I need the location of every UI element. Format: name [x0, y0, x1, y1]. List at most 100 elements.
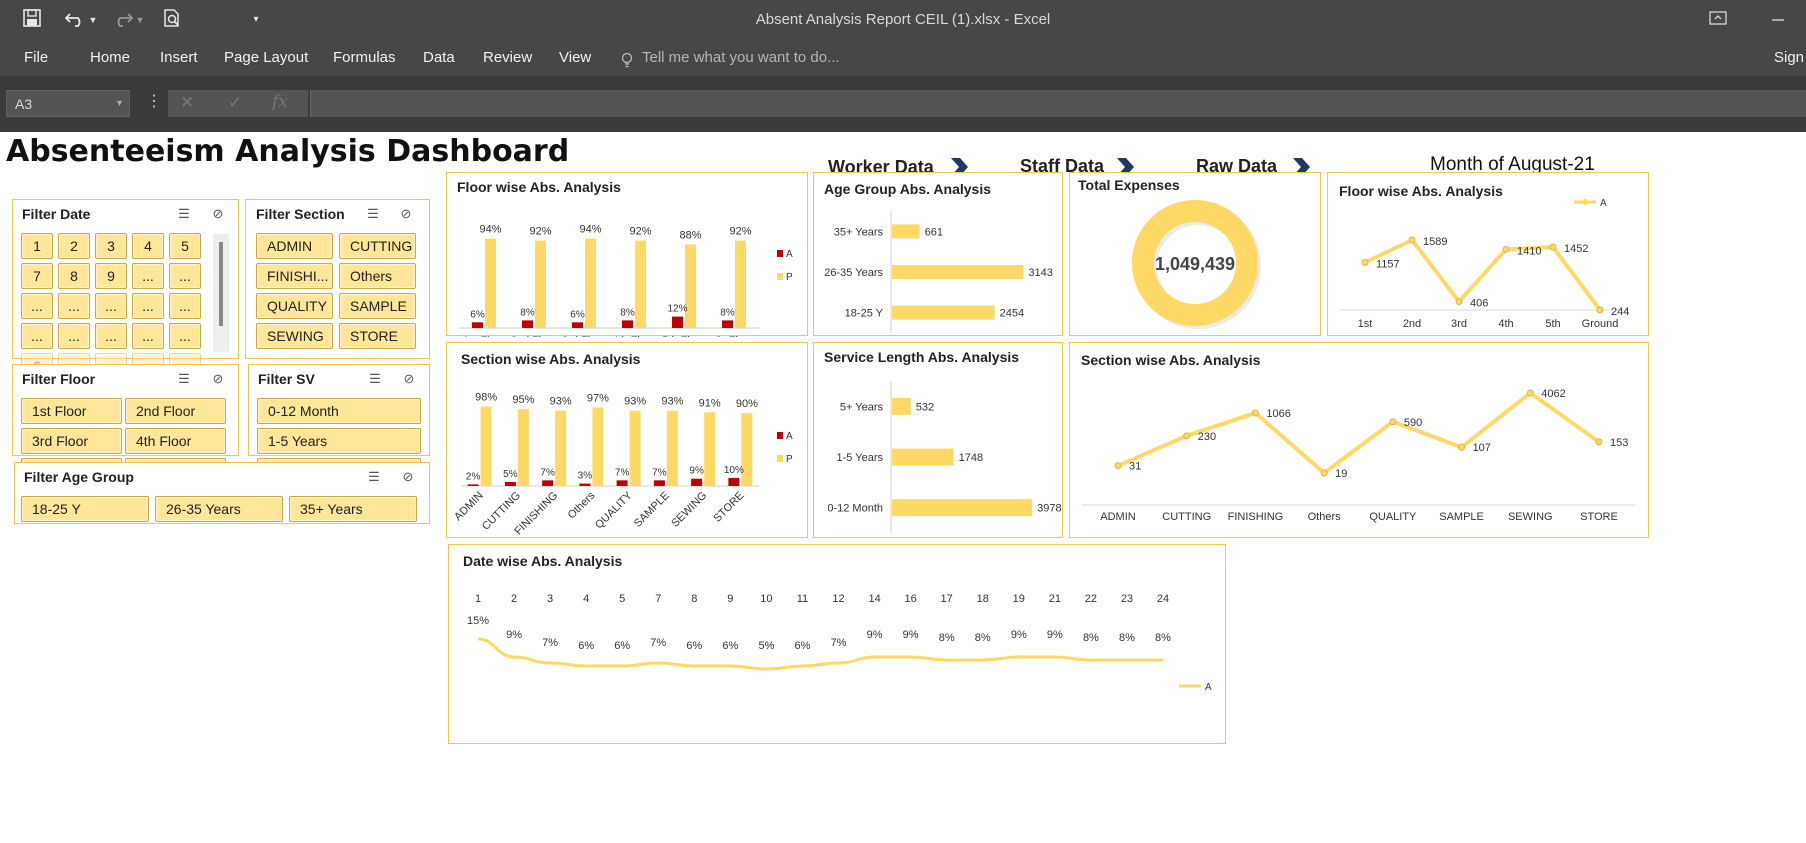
clear-filter-icon[interactable]: ⊘	[212, 371, 224, 386]
floor-chip[interactable]: 3rd Floor	[21, 428, 122, 454]
section-chip[interactable]: FINISHI...	[256, 263, 333, 289]
raw-data-arrow-icon[interactable]	[1290, 156, 1312, 178]
floor-chip[interactable]: 4th Floor	[125, 428, 226, 454]
date-chip[interactable]: ...	[95, 293, 127, 319]
undo-icon[interactable]	[64, 8, 88, 32]
name-box[interactable]: A3 ▼	[6, 90, 130, 117]
enter-icon[interactable]: ✓	[228, 93, 243, 112]
date-chip[interactable]: ...	[169, 293, 201, 319]
section-chip[interactable]: SEWING	[256, 323, 333, 349]
floor-chip[interactable]: 1st Floor	[21, 398, 122, 424]
redo-icon[interactable]	[110, 8, 134, 32]
ribbon-display-icon[interactable]	[1706, 8, 1730, 32]
multi-select-icon[interactable]: ☰	[178, 371, 190, 386]
section-chip[interactable]: Others	[339, 263, 416, 289]
bar-p	[629, 410, 641, 486]
section-chip[interactable]: SAMPLE	[339, 293, 416, 319]
date-chip[interactable]: ...	[132, 293, 164, 319]
category-label: 26-35 Years	[824, 267, 883, 279]
section-chip[interactable]: QUALITY	[256, 293, 333, 319]
scrollbar-thumb[interactable]	[219, 242, 223, 326]
multi-select-icon[interactable]: ☰	[367, 206, 379, 221]
section-chip[interactable]: CUTTING	[339, 233, 416, 259]
age-chip[interactable]: 26-35 Years	[155, 496, 283, 522]
customize-qat-icon[interactable]: ▾	[253, 14, 259, 25]
undo-dropdown-icon[interactable]: ▼	[88, 15, 98, 25]
section-chip[interactable]: ADMIN	[256, 233, 333, 259]
category-label: 0-12 Month	[827, 503, 883, 515]
tab-file[interactable]: File	[24, 49, 49, 66]
date-chip[interactable]: ...	[21, 293, 53, 319]
cancel-icon[interactable]: ✕	[180, 93, 195, 112]
date-chip[interactable]: 5	[169, 233, 201, 259]
scrollbar[interactable]	[213, 234, 229, 352]
tab-view[interactable]: View	[559, 49, 592, 66]
date-chip[interactable]: 1	[21, 233, 53, 259]
more-options-icon[interactable]: ⋮	[146, 93, 162, 110]
floor-bar-chart-title: Floor wise Abs. Analysis	[457, 179, 621, 195]
donut-ring	[1132, 200, 1258, 326]
tell-me-search[interactable]: Tell me what you want to do...	[642, 49, 840, 66]
data-label-a: 7%	[540, 467, 555, 478]
bar-a	[691, 478, 703, 486]
data-label: 7%	[650, 637, 666, 649]
age-bar-chart-panel: Age Group Abs. Analysis 35+ Years 661 26-3…	[813, 172, 1063, 336]
multi-select-icon[interactable]: ☰	[369, 371, 381, 386]
date-chip[interactable]: ...	[132, 323, 164, 349]
date-chip[interactable]: ...	[132, 263, 164, 289]
age-chip[interactable]: 35+ Years	[289, 496, 417, 522]
worker-data-arrow-icon[interactable]	[948, 156, 970, 178]
date-chip[interactable]: ...	[169, 323, 201, 349]
staff-data-arrow-icon[interactable]	[1114, 156, 1136, 178]
date-chip[interactable]: ...	[169, 263, 201, 289]
redo-dropdown-icon[interactable]: ▼	[135, 15, 145, 25]
sign-in-link[interactable]: Sign	[1774, 49, 1805, 66]
date-chip[interactable]: ...	[58, 323, 90, 349]
data-label-p: 93%	[661, 396, 683, 408]
minimize-icon[interactable]	[1766, 8, 1790, 32]
raw-data-link[interactable]: Raw Data	[1196, 156, 1278, 176]
clear-filter-icon[interactable]: ⊘	[212, 206, 224, 221]
sv-chip[interactable]: 1-5 Years	[257, 428, 421, 454]
date-chip[interactable]: 4	[132, 233, 164, 259]
date-chip[interactable]: 3	[95, 233, 127, 259]
tab-home[interactable]: Home	[90, 49, 131, 66]
formula-input[interactable]	[310, 90, 1806, 117]
insert-function-icon[interactable]: fx	[272, 92, 288, 112]
floor-chip[interactable]: 2nd Floor	[125, 398, 226, 424]
category-label: 4	[583, 593, 589, 605]
date-chip[interactable]: 9	[95, 263, 127, 289]
category-label: SEWING	[1508, 511, 1553, 523]
age-chip[interactable]: 18-25 Y	[21, 496, 149, 522]
sv-chip[interactable]: 0-12 Month	[257, 398, 421, 424]
section-chip[interactable]: STORE	[339, 323, 416, 349]
multi-select-icon[interactable]: ☰	[178, 206, 190, 221]
filter-section-slicer: Filter Section ☰ ⊘ ADMIN CUTTING FINISHI..…	[245, 199, 430, 359]
data-point	[1455, 298, 1463, 306]
date-chip[interactable]: ...	[58, 293, 90, 319]
clear-filter-icon[interactable]: ⊘	[403, 371, 415, 386]
staff-data-link[interactable]: Staff Data	[1020, 156, 1105, 176]
tab-formulas[interactable]: Formulas	[333, 49, 396, 66]
bar-a	[542, 480, 554, 486]
tab-page-layout[interactable]: Page Layout	[224, 49, 309, 66]
date-chip[interactable]: 7	[21, 263, 53, 289]
tab-review[interactable]: Review	[483, 49, 533, 66]
date-chip[interactable]: ...	[95, 323, 127, 349]
tab-insert[interactable]: Insert	[160, 49, 198, 66]
category-label: ADMIN	[452, 490, 486, 524]
clear-filter-icon[interactable]: ⊘	[400, 206, 412, 221]
clear-filter-icon[interactable]: ⊘	[402, 469, 414, 484]
date-chip[interactable]: 8	[58, 263, 90, 289]
save-icon[interactable]	[20, 8, 44, 32]
name-box-dropdown-icon[interactable]: ▼	[115, 98, 124, 108]
date-chip[interactable]: 2	[58, 233, 90, 259]
tab-data[interactable]: Data	[423, 49, 455, 66]
multi-select-icon[interactable]: ☰	[368, 469, 380, 484]
data-label: 15%	[467, 615, 489, 627]
data-label: 1452	[1564, 243, 1588, 255]
data-label: 3978	[1037, 503, 1061, 515]
date-chip[interactable]: ...	[21, 323, 53, 349]
print-preview-icon[interactable]	[160, 8, 184, 32]
